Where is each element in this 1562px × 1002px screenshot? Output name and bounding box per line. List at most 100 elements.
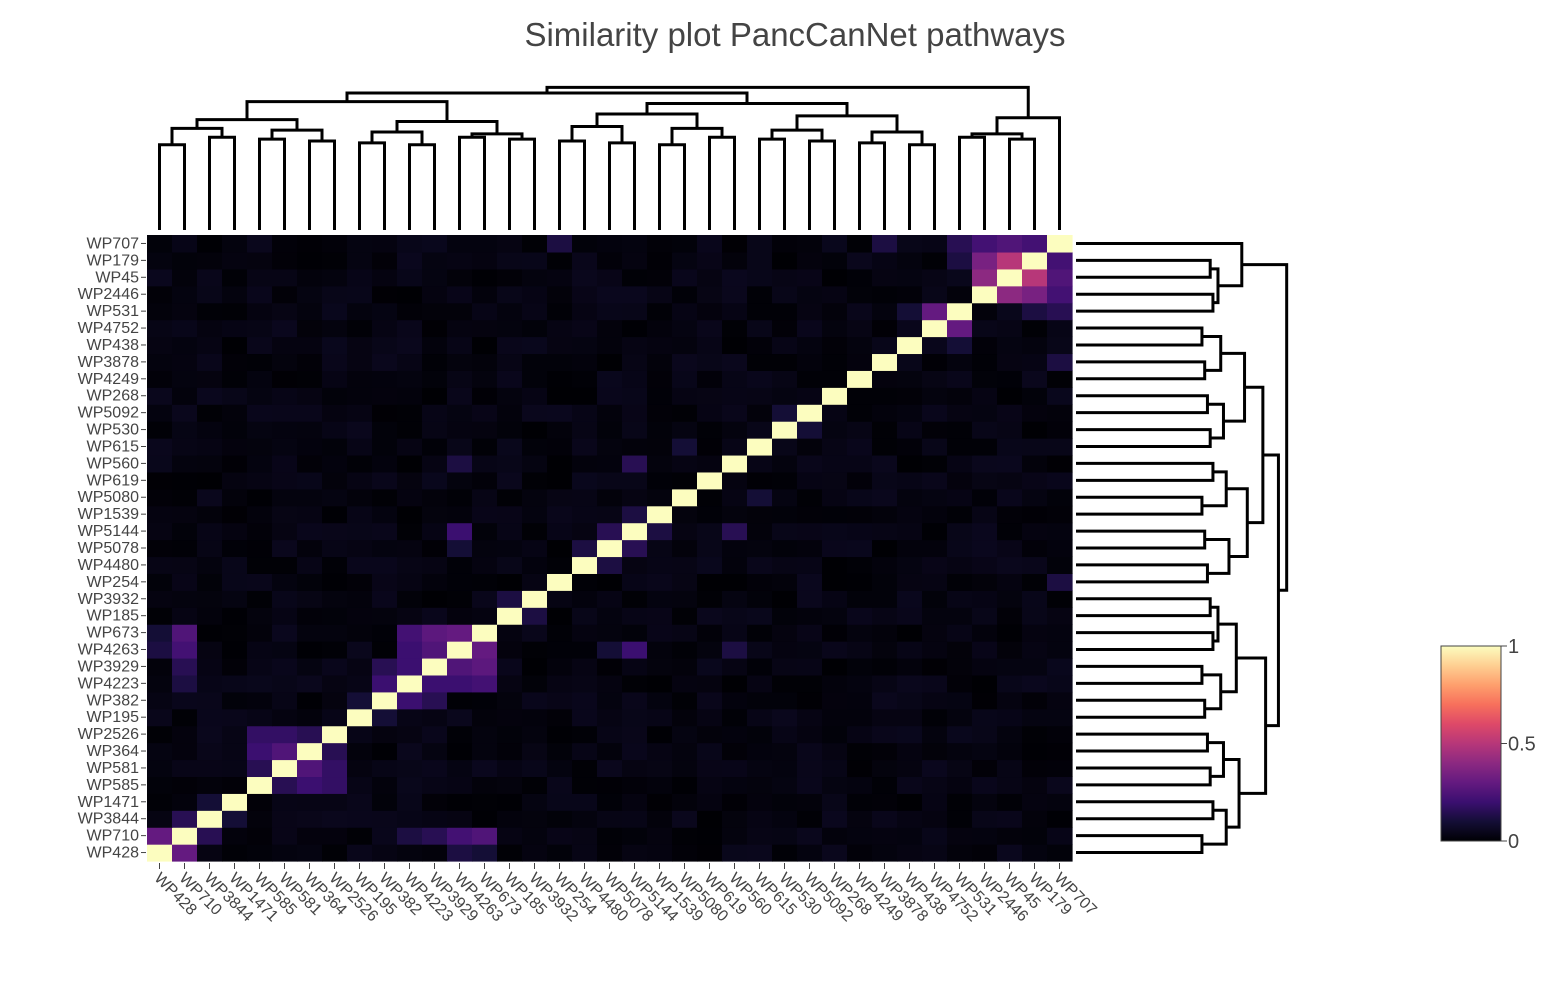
heatmap-cell <box>672 471 698 490</box>
heatmap-cell <box>922 285 948 304</box>
right-dendrogram <box>1076 241 1289 855</box>
heatmap-cell <box>897 488 923 507</box>
heatmap-cell <box>647 810 673 828</box>
heatmap-cell <box>422 268 448 287</box>
heatmap-cell <box>347 353 373 371</box>
heatmap-cell <box>722 471 748 490</box>
heatmap-cell <box>922 235 948 253</box>
heatmap-cell <box>547 404 573 422</box>
heatmap-cell <box>922 708 948 727</box>
y-tick-label: WP3929 <box>78 658 139 675</box>
heatmap-cell <box>572 251 598 270</box>
heatmap-cell <box>547 319 573 338</box>
heatmap-cell <box>897 336 923 355</box>
heatmap-cell <box>147 590 173 608</box>
heatmap-cell <box>872 573 898 591</box>
heatmap-cell <box>1047 556 1073 574</box>
y-tick-label: WP531 <box>87 303 140 320</box>
heatmap-cell <box>147 708 173 727</box>
heatmap-cell <box>347 522 373 541</box>
heatmap-cell <box>422 725 448 744</box>
heatmap-cell <box>272 387 298 405</box>
dendrogram-link <box>1008 137 1036 230</box>
heatmap-cell <box>672 657 698 676</box>
heatmap-cell <box>997 404 1023 422</box>
heatmap-cell <box>722 454 748 473</box>
heatmap-cell <box>247 438 273 456</box>
heatmap-cell <box>447 353 473 371</box>
heatmap-cell <box>997 251 1023 270</box>
heatmap-cell <box>772 657 798 676</box>
heatmap-cell <box>1047 488 1073 507</box>
heatmap-cell <box>822 454 848 473</box>
heatmap-cell <box>522 590 548 608</box>
dendrogram-link <box>1076 597 1212 618</box>
heatmap-cell <box>497 522 523 541</box>
heatmap-cell <box>747 691 773 710</box>
heatmap-cell <box>772 624 798 642</box>
heatmap-cell <box>622 641 648 659</box>
heatmap-cell <box>947 708 973 727</box>
heatmap-cell <box>147 793 173 811</box>
heatmap-cell <box>847 725 873 744</box>
heatmap-cell <box>972 641 998 659</box>
heatmap-cell <box>772 590 798 608</box>
heatmap-cell <box>972 590 998 608</box>
heatmap-cell <box>347 742 373 761</box>
heatmap-cell <box>172 268 198 287</box>
heatmap-cell <box>797 556 823 574</box>
heatmap-cell <box>697 556 723 574</box>
heatmap-cell <box>572 353 598 371</box>
heatmap-cell <box>797 454 823 473</box>
heatmap-cell <box>922 776 948 794</box>
heatmap-cell <box>772 708 798 727</box>
heatmap-cell <box>472 251 498 270</box>
heatmap-cell <box>172 235 198 253</box>
heatmap-cell <box>447 827 473 845</box>
heatmap-cell <box>222 488 248 507</box>
dendrogram-link <box>958 135 986 230</box>
heatmap-cell <box>522 844 548 862</box>
heatmap-cell <box>572 708 598 727</box>
heatmap-cell <box>747 641 773 659</box>
heatmap-cell <box>272 708 298 727</box>
heatmap-cell <box>147 454 173 473</box>
heatmap-cell <box>272 285 298 304</box>
heatmap-cell <box>1022 827 1048 845</box>
heatmap-cell <box>847 353 873 371</box>
heatmap-cell <box>1047 810 1073 828</box>
heatmap-cell <box>572 776 598 794</box>
heatmap-cell <box>222 522 248 541</box>
heatmap-cell <box>647 641 673 659</box>
heatmap-cell <box>247 844 273 862</box>
y-tick-label: WP3844 <box>78 811 139 828</box>
heatmap-cell <box>1047 573 1073 591</box>
heatmap-cell <box>222 742 248 761</box>
heatmap-cell <box>222 421 248 439</box>
heatmap-cell <box>272 827 298 845</box>
heatmap-cell <box>197 251 223 270</box>
heatmap-cell <box>747 674 773 693</box>
heatmap-cell <box>847 336 873 355</box>
heatmap-cell <box>872 776 898 794</box>
heatmap-cell <box>522 573 548 591</box>
heatmap-cell <box>622 302 648 321</box>
heatmap-cell <box>922 488 948 507</box>
heatmap-cell <box>797 285 823 304</box>
heatmap-cell <box>997 759 1023 778</box>
heatmap-cell <box>597 404 623 422</box>
heatmap-cell <box>972 370 998 388</box>
heatmap-cell <box>772 235 798 253</box>
heatmap-cell <box>722 539 748 558</box>
heatmap-cell <box>1022 742 1048 761</box>
heatmap-cell <box>797 438 823 456</box>
heatmap-cell <box>672 708 698 727</box>
heatmap-cell <box>297 607 323 625</box>
heatmap-cell <box>397 387 423 405</box>
heatmap-cell <box>722 302 748 321</box>
heatmap-cell <box>622 285 648 304</box>
heatmap-cell <box>847 759 873 778</box>
heatmap-cell <box>272 691 298 710</box>
heatmap-cell <box>847 251 873 270</box>
heatmap-cell <box>772 827 798 845</box>
